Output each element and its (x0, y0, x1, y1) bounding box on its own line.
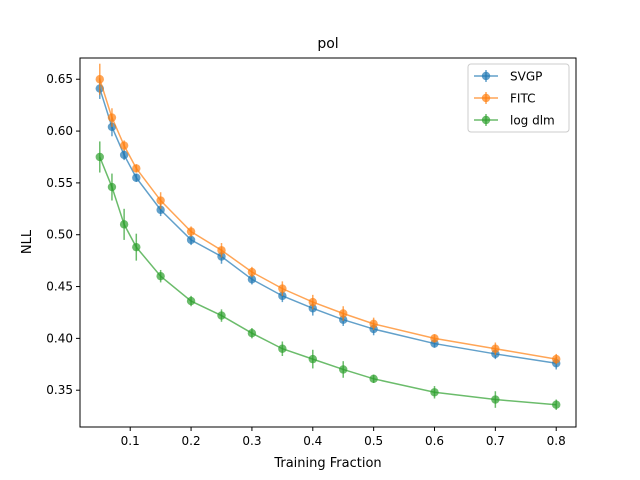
y-tick-label: 0.65 (46, 72, 73, 86)
series-2 (95, 141, 561, 410)
plot-area (95, 63, 561, 410)
data-point (95, 75, 104, 84)
y-tick-label: 0.50 (46, 228, 73, 242)
x-tick-label: 0.5 (364, 434, 383, 448)
data-point (132, 173, 141, 182)
legend-item: log dlm (474, 114, 555, 128)
data-point (186, 227, 196, 236)
data-point (308, 297, 317, 307)
data-point (119, 141, 129, 150)
legend-label: FITC (510, 92, 535, 106)
y-axis: 0.35 0.40 0.45 0.50 0.55 0.60 0.65 (46, 72, 80, 397)
data-point (156, 196, 165, 205)
data-point (119, 150, 129, 160)
data-point (491, 344, 500, 353)
y-tick-label: 0.45 (46, 280, 73, 294)
data-point (186, 235, 196, 245)
data-point (369, 319, 378, 329)
data-point (247, 275, 257, 284)
data-point (107, 182, 117, 192)
x-tick-label: 0.8 (547, 434, 566, 448)
data-point (430, 388, 439, 397)
legend-marker (481, 115, 491, 125)
x-axis-label: Training Fraction (273, 456, 381, 471)
data-point (247, 328, 257, 338)
data-point (369, 374, 378, 384)
data-point (186, 296, 196, 306)
chart-title: pol (317, 36, 338, 52)
x-tick-label: 0.2 (182, 434, 201, 448)
data-point (107, 113, 117, 122)
data-point (491, 395, 500, 404)
data-point (132, 164, 141, 173)
data-point (107, 122, 117, 132)
data-point (217, 311, 226, 320)
legend-label: SVGP (510, 70, 542, 84)
legend-label: log dlm (510, 114, 555, 128)
data-point (278, 284, 287, 293)
y-tick-label: 0.35 (46, 383, 73, 397)
series-1 (95, 63, 561, 365)
data-point (339, 365, 348, 374)
y-tick-label: 0.60 (46, 124, 73, 138)
data-point (430, 334, 439, 343)
data-point (552, 354, 561, 364)
x-tick-label: 0.7 (486, 434, 505, 448)
legend: SVGP FITC log dlm (467, 63, 570, 133)
x-tick-label: 0.4 (303, 434, 322, 448)
data-point (119, 220, 129, 229)
y-axis-label: NLL (20, 229, 35, 254)
y-tick-label: 0.40 (46, 331, 73, 345)
y-tick-label: 0.55 (46, 176, 73, 190)
data-point (156, 205, 165, 215)
data-point (132, 242, 141, 252)
data-point (278, 344, 287, 353)
data-point (552, 400, 561, 409)
data-point (156, 271, 165, 281)
x-tick-label: 0.3 (242, 434, 261, 448)
legend-marker (481, 93, 491, 103)
data-point (247, 267, 257, 277)
x-tick-label: 0.1 (121, 434, 140, 448)
legend-item: SVGP (474, 70, 542, 84)
data-point (308, 354, 317, 364)
data-point (95, 152, 104, 162)
data-point (339, 309, 348, 318)
legend-item: FITC (474, 92, 535, 106)
legend-box (467, 63, 570, 133)
x-tick-label: 0.6 (425, 434, 444, 448)
legend-marker (481, 71, 491, 81)
plot-frame (79, 57, 577, 428)
x-axis: 0.1 0.2 0.3 0.4 0.5 0.6 0.7 0.8 (121, 427, 566, 448)
data-point (217, 246, 226, 255)
